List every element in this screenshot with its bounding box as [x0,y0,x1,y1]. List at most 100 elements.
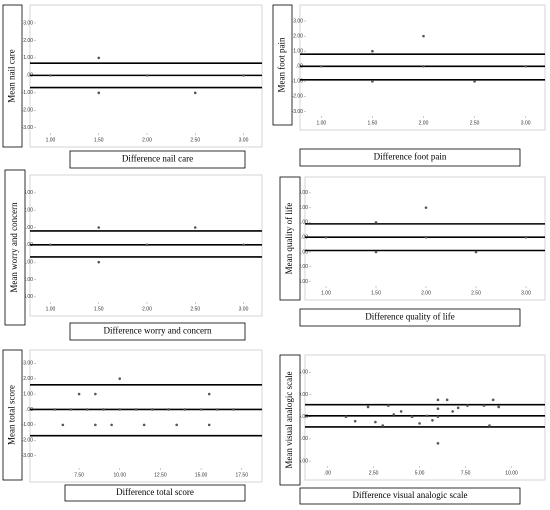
point [524,64,527,68]
point [473,80,476,83]
point [85,408,89,411]
y-tick-label: 1.00 [23,391,33,397]
x-axis-label: Difference total score [116,487,194,497]
point [207,423,211,427]
point [242,74,245,77]
chart: 3.00 2.00 1.00 .00 -1.00 -2.00 -3.00 7.50 10.00 1… [2,349,263,502]
y-tick-label: .00 [296,64,303,70]
y-tick-label: .00 [26,407,33,413]
x-tick-label: 1.50 [368,120,378,126]
y-tick-label: -3.00 [22,125,34,131]
point [371,80,374,83]
point [353,419,357,423]
y-axis-label: Mean nail care [7,49,17,102]
point [482,404,486,407]
point [69,408,73,411]
y-tick-label: 3.00 [23,20,33,26]
plot-frame [29,349,263,483]
chart: 3.00 2.00 1.00 .00 -1.00 -2.00 -3.00 1.00 1.50 2.… [272,4,546,167]
y-tick-label: 1.00 [293,49,303,55]
x-tick-label: 1.50 [94,306,104,312]
x-tick-label: 12.50 [154,472,167,478]
point [524,235,528,239]
point [193,91,197,95]
point [410,415,414,419]
x-tick-label: 3.00 [521,290,531,296]
y-tick-label: 1.00 [23,55,33,61]
x-tick-label: 3.00 [239,137,249,143]
point [77,392,81,396]
x-tick-label: 2.50 [369,470,379,476]
point [399,410,403,413]
x-label-box [69,150,246,169]
y-tick-label: .00 [26,242,33,248]
x-label-box [299,148,521,167]
y-axis-label: Mean visual analogic scale [284,371,294,468]
x-tick-label: 2.50 [471,290,481,296]
x-tick-label: 2.00 [421,290,431,296]
y-tick-label: -2.00 [22,277,34,283]
x-tick-label: 17.50 [235,472,248,478]
x-label-box [299,308,521,327]
y-tick-label: -1.00 [22,259,34,265]
point [142,423,146,427]
x-tick-label: 7.50 [74,472,84,478]
x-axis-label: Difference quality of life [365,312,455,322]
point [199,408,203,411]
point [118,377,122,380]
y-tick-label: 10.00 [295,392,308,398]
point [425,414,429,418]
y-tick-label: -2.00 [22,438,34,444]
point [436,407,440,411]
point [344,415,348,419]
point [134,408,138,411]
y-tick-label: 5.00 [298,414,308,420]
point [488,424,491,427]
point [207,392,211,396]
point [497,405,500,409]
x-tick-label: 2.00 [142,306,152,312]
y-label-box [272,4,293,126]
y-axis-label: Mean worry and concern [9,202,19,293]
y-label-box [2,349,23,481]
point [216,408,219,411]
y-axis-label: Mean total score [7,385,17,445]
y-label-box [279,176,301,301]
y-tick-label: 2.00 [298,205,308,211]
x-axis-label: Difference nail care [122,154,193,164]
y-tick-label: 1.00 [298,220,308,226]
x-tick-label: 10.00 [505,470,518,476]
point [424,235,428,239]
x-tick-label: 1.00 [321,290,331,296]
point [456,406,460,410]
y-tick-label: -3.00 [297,279,309,285]
y-tick-label: .00 [301,235,308,241]
y-tick-label: 3.00 [293,18,303,24]
x-tick-label: 10.00 [114,472,127,478]
point [320,64,323,68]
x-tick-label: 7.50 [461,470,471,476]
point [436,442,440,445]
y-tick-label: -1.00 [297,249,309,255]
point [392,413,396,416]
point [183,408,187,411]
point [110,423,113,427]
point [167,408,170,411]
point [374,221,378,224]
y-tick-label: -3.00 [22,453,34,459]
chart: 15.00 10.00 5.00 .00 -5.00 .00 2.50 5.00 7.50 10.… [279,354,546,505]
x-tick-label: 5.00 [415,470,425,476]
point [451,410,454,413]
y-tick-label: -3.00 [22,294,34,300]
point [49,243,52,247]
point [324,235,328,239]
x-tick-label: 2.50 [190,306,200,312]
point [466,404,469,407]
y-tick-label: 2.00 [293,33,303,39]
x-tick-label: 3.00 [239,306,249,312]
x-tick-label: 2.50 [190,137,200,143]
x-tick-label: 2.50 [470,120,480,126]
plot-frame [304,176,546,301]
x-tick-label: 1.50 [94,137,104,143]
